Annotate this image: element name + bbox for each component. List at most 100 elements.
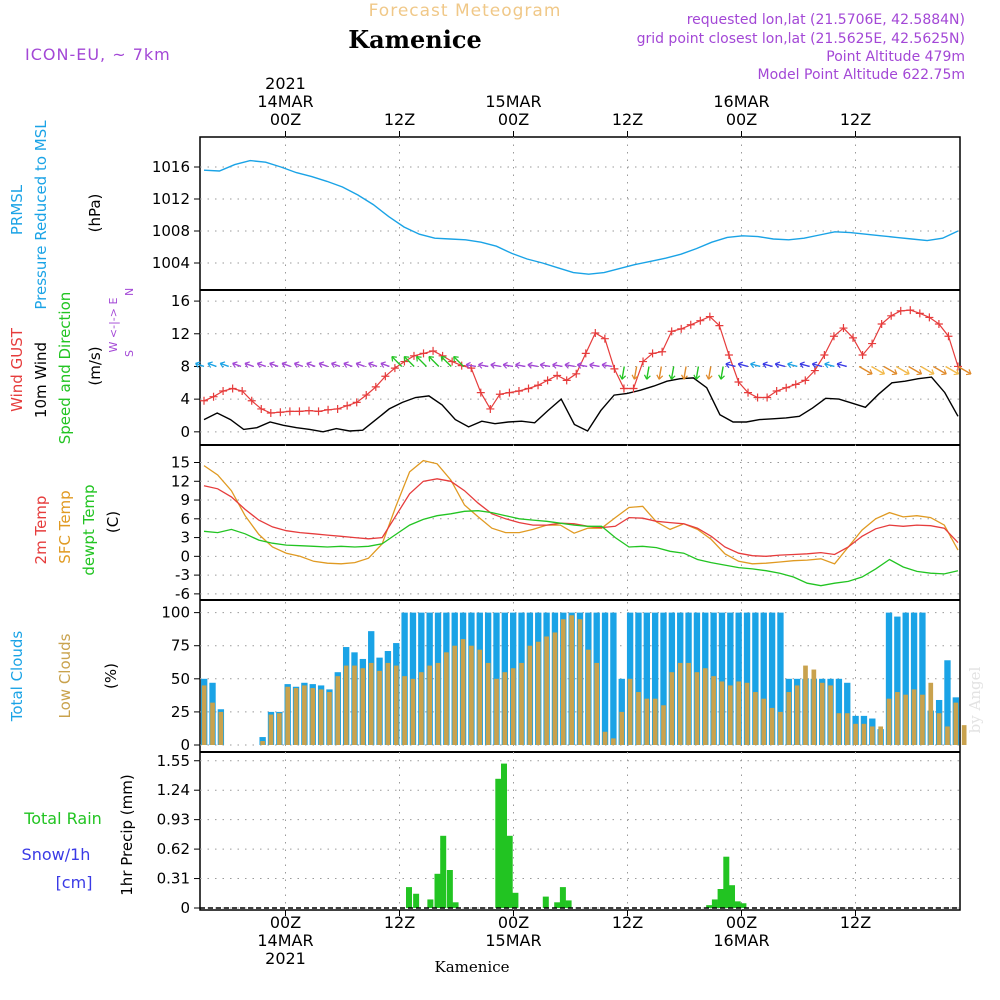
top-time-label: 14MAR xyxy=(257,92,313,111)
gust-marker xyxy=(744,388,753,397)
low-cloud-bar xyxy=(627,678,633,745)
wind-arrow-head xyxy=(219,361,226,368)
low-cloud-bar xyxy=(510,668,516,745)
rain-bar xyxy=(501,763,507,908)
low-cloud-bar xyxy=(719,681,725,745)
wind-speed-line xyxy=(203,376,959,433)
wind-arrow-head xyxy=(824,361,830,369)
gust-marker xyxy=(534,381,543,390)
gust-marker xyxy=(667,327,676,336)
low-cloud-bar xyxy=(753,692,758,745)
wind-arrow xyxy=(670,366,675,380)
wind-arrow xyxy=(695,366,700,380)
low-cloud-bar xyxy=(352,665,357,745)
gust-marker xyxy=(753,393,762,402)
wind-arrow-head xyxy=(552,361,558,369)
wind-arrow xyxy=(281,362,291,368)
total-cloud-bar xyxy=(777,612,784,745)
gust-marker xyxy=(457,361,466,370)
wind-arrow-head xyxy=(705,374,713,380)
low-cloud-bar xyxy=(761,698,767,745)
rain-bar xyxy=(512,892,519,908)
gust-marker xyxy=(333,404,342,413)
wind-arrow xyxy=(883,365,898,375)
low-cloud-bar xyxy=(552,632,558,745)
low-cloud-bar xyxy=(895,692,900,745)
wind-arrow-head xyxy=(343,361,349,368)
wind-arrow-head xyxy=(799,361,805,369)
gust-marker xyxy=(801,376,810,385)
rain-bar xyxy=(723,856,730,908)
rain-bar xyxy=(495,778,502,908)
gust-marker xyxy=(324,405,333,414)
sfc-temp-line xyxy=(203,459,959,565)
temp-unit: (C) xyxy=(104,511,122,533)
low-cloud-bar xyxy=(260,741,265,745)
wind-arrow xyxy=(515,364,526,368)
y-tick-label: 9 xyxy=(180,491,190,509)
total-cloud-bar xyxy=(894,616,901,745)
wind-arrow xyxy=(380,362,390,368)
total-cloud-bar xyxy=(768,612,776,745)
low-cloud-bar xyxy=(519,662,524,745)
low-cloud-bar xyxy=(569,615,574,745)
low-cloud-bar xyxy=(602,731,608,745)
footer-place: Kamenice xyxy=(435,958,510,976)
y-tick-label: 0 xyxy=(180,899,190,917)
wind-arrow-head xyxy=(403,355,410,362)
wind-arrow-head xyxy=(453,355,459,362)
y-tick-label: 1.24 xyxy=(157,781,190,799)
y-tick-label: -3 xyxy=(175,566,190,584)
gust-marker xyxy=(553,371,562,380)
rain-bar xyxy=(565,900,572,908)
wind-arrow xyxy=(812,363,823,368)
gust-marker xyxy=(705,312,714,321)
pressure-label-2: Pressure Reduced to MSL xyxy=(32,120,50,310)
wind-arrow-head xyxy=(668,374,676,380)
wind-arrow xyxy=(720,366,724,380)
low-cloud-bar xyxy=(360,668,366,745)
low-cloud-bar xyxy=(577,619,583,745)
low-cloud-bar xyxy=(844,713,850,745)
temp-sfc-label: SFC Temp xyxy=(56,490,74,563)
wind-arrow xyxy=(920,365,935,375)
watermark: by Angel xyxy=(966,666,984,733)
wind-arrow-head xyxy=(643,374,651,380)
wind-arrow-head xyxy=(787,361,793,369)
y-tick-label: 0.31 xyxy=(157,870,190,888)
rain-bar xyxy=(427,899,434,908)
low-cloud-bar xyxy=(903,694,909,745)
wind-arrow xyxy=(945,365,959,375)
wind-arrow-head xyxy=(693,374,701,380)
wind-unit: (m/s) xyxy=(86,346,104,385)
gust-marker xyxy=(600,334,609,343)
wind-arrow-head xyxy=(281,361,288,368)
low-cloud-bar xyxy=(393,665,399,745)
wind-arrow xyxy=(725,363,736,368)
wind-arrow-head xyxy=(879,369,886,376)
low-cloud-bar xyxy=(343,665,349,745)
low-cloud-bar xyxy=(953,702,959,745)
low-cloud-bar xyxy=(886,698,892,745)
gust-marker xyxy=(524,384,533,393)
wind-arrow-head xyxy=(195,361,201,368)
low-cloud-bar xyxy=(636,692,641,745)
wind-arrow-head xyxy=(750,361,756,369)
point-altitude: Point Altitude 479m xyxy=(826,49,965,65)
rain-bar xyxy=(406,887,412,908)
wind-arrow-head xyxy=(232,361,238,368)
rain-bar xyxy=(542,896,549,908)
wind-arrow-head xyxy=(589,361,595,369)
gust-marker xyxy=(629,384,638,393)
bottom-time-label: 00Z xyxy=(726,913,757,932)
top-time-label: 00Z xyxy=(270,110,301,129)
low-cloud-bar xyxy=(836,713,842,745)
total-rain-label: Total Rain xyxy=(23,809,102,828)
wind-arrow-head xyxy=(725,361,731,369)
wind-arrow-head xyxy=(965,369,972,376)
wind-arrow xyxy=(440,356,452,367)
total-cloud-bar xyxy=(635,612,642,745)
wind-arrow-head xyxy=(619,374,627,380)
y-tick-label: 0 xyxy=(180,423,190,441)
